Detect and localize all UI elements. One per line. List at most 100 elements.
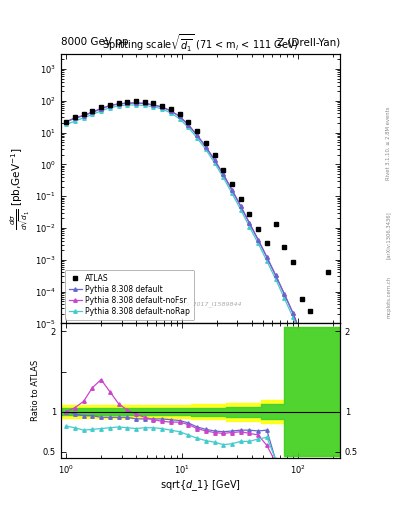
- Pythia 8.308 default-noRap: [195, 135, 199, 141]
- Pythia 8.308 default: [317, 377, 321, 383]
- Pythia 8.308 default-noRap: [212, 160, 217, 166]
- ATLAS: [273, 221, 278, 227]
- Line: ATLAS: ATLAS: [64, 99, 330, 340]
- ATLAS: [282, 244, 286, 250]
- Text: Z (Drell-Yan): Z (Drell-Yan): [277, 37, 340, 47]
- Line: Pythia 8.308 default: Pythia 8.308 default: [64, 101, 338, 436]
- Pythia 8.308 default: [64, 119, 68, 125]
- Pythia 8.308 default: [291, 310, 296, 316]
- Pythia 8.308 default-noRap: [325, 410, 330, 416]
- ATLAS: [99, 104, 103, 111]
- Pythia 8.308 default: [160, 104, 165, 110]
- Pythia 8.308 default: [212, 157, 217, 163]
- Pythia 8.308 default-noFsr: [256, 237, 261, 243]
- Pythia 8.308 default: [238, 203, 243, 209]
- Pythia 8.308 default-noRap: [247, 224, 252, 230]
- Pythia 8.308 default-noRap: [282, 295, 286, 301]
- Pythia 8.308 default-noFsr: [204, 143, 208, 150]
- Pythia 8.308 default: [186, 122, 191, 128]
- Pythia 8.308 default-noRap: [204, 146, 208, 153]
- ATLAS: [73, 114, 77, 120]
- Pythia 8.308 default: [81, 113, 86, 119]
- Pythia 8.308 default: [169, 108, 173, 114]
- Pythia 8.308 default: [273, 272, 278, 278]
- Title: Splitting scale$\sqrt{\overline{d_1}}$ (71 < m$_l$ < 111 GeV): Splitting scale$\sqrt{\overline{d_1}}$ (…: [102, 33, 299, 54]
- Pythia 8.308 default-noFsr: [264, 254, 269, 260]
- Pythia 8.308 default-noRap: [125, 102, 130, 108]
- Pythia 8.308 default-noRap: [169, 110, 173, 116]
- Pythia 8.308 default-noFsr: [169, 108, 173, 114]
- Y-axis label: Ratio to ATLAS: Ratio to ATLAS: [31, 360, 40, 421]
- ATLAS: [264, 240, 269, 246]
- Pythia 8.308 default: [125, 100, 130, 106]
- Pythia 8.308 default-noFsr: [238, 203, 243, 209]
- Pythia 8.308 default-noFsr: [160, 104, 165, 110]
- Pythia 8.308 default-noFsr: [212, 157, 217, 163]
- ATLAS: [64, 119, 68, 125]
- Pythia 8.308 default-noFsr: [308, 354, 313, 360]
- Pythia 8.308 default-noRap: [177, 116, 182, 122]
- Pythia 8.308 default-noRap: [107, 105, 112, 111]
- Pythia 8.308 default-noFsr: [116, 101, 121, 107]
- ATLAS: [107, 101, 112, 108]
- ATLAS: [325, 269, 330, 275]
- Pythia 8.308 default: [221, 171, 226, 177]
- ATLAS: [134, 98, 138, 104]
- Pythia 8.308 default-noFsr: [125, 100, 130, 106]
- Pythia 8.308 default-noFsr: [299, 332, 304, 338]
- Pythia 8.308 default: [334, 432, 339, 438]
- Pythia 8.308 default-noRap: [99, 108, 103, 114]
- Pythia 8.308 default-noRap: [291, 314, 296, 321]
- ATLAS: [308, 308, 313, 314]
- ATLAS: [195, 128, 199, 134]
- Pythia 8.308 default-noFsr: [247, 220, 252, 226]
- ATLAS: [221, 166, 226, 173]
- Pythia 8.308 default: [264, 254, 269, 260]
- Pythia 8.308 default: [299, 332, 304, 338]
- Pythia 8.308 default: [247, 220, 252, 226]
- Pythia 8.308 default-noRap: [116, 103, 121, 109]
- Text: Rivet 3.1.10, ≥ 2.8M events: Rivet 3.1.10, ≥ 2.8M events: [386, 106, 391, 180]
- Pythia 8.308 default-noRap: [317, 382, 321, 388]
- Pythia 8.308 default-noFsr: [151, 102, 156, 108]
- ATLAS: [204, 140, 208, 146]
- ATLAS: [317, 335, 321, 341]
- Pythia 8.308 default-noRap: [308, 359, 313, 365]
- Pythia 8.308 default-noFsr: [317, 377, 321, 383]
- Pythia 8.308 default-noRap: [299, 336, 304, 343]
- Pythia 8.308 default: [325, 406, 330, 412]
- Pythia 8.308 default: [134, 100, 138, 106]
- Pythia 8.308 default-noRap: [186, 124, 191, 131]
- Pythia 8.308 default-noFsr: [291, 310, 296, 316]
- Line: Pythia 8.308 default-noRap: Pythia 8.308 default-noRap: [64, 103, 338, 439]
- Pythia 8.308 default-noFsr: [107, 102, 112, 109]
- Pythia 8.308 default-noRap: [221, 174, 226, 180]
- Pythia 8.308 default-noFsr: [134, 100, 138, 106]
- ATLAS: [238, 196, 243, 202]
- ATLAS: [247, 211, 252, 217]
- Line: Pythia 8.308 default-noFsr: Pythia 8.308 default-noFsr: [64, 101, 338, 436]
- Pythia 8.308 default-noFsr: [273, 272, 278, 278]
- Text: ATLAS_2017_I1589844: ATLAS_2017_I1589844: [170, 302, 242, 307]
- ATLAS: [230, 181, 234, 187]
- Y-axis label: $\frac{d\sigma}{d\sqrt{d_1}}$ [pb,GeV$^{-1}$]: $\frac{d\sigma}{d\sqrt{d_1}}$ [pb,GeV$^{…: [9, 147, 32, 230]
- ATLAS: [151, 100, 156, 106]
- Text: mcplots.cern.ch: mcplots.cern.ch: [386, 276, 391, 318]
- Pythia 8.308 default-noRap: [81, 115, 86, 121]
- Pythia 8.308 default: [142, 100, 147, 106]
- ATLAS: [125, 99, 130, 105]
- Pythia 8.308 default: [73, 115, 77, 121]
- Pythia 8.308 default: [116, 101, 121, 107]
- Pythia 8.308 default-noRap: [230, 190, 234, 197]
- Pythia 8.308 default: [107, 102, 112, 109]
- ATLAS: [142, 99, 147, 105]
- ATLAS: [116, 100, 121, 106]
- Pythia 8.308 default-noRap: [73, 118, 77, 124]
- Pythia 8.308 default: [151, 102, 156, 108]
- Pythia 8.308 default-noFsr: [230, 187, 234, 193]
- Pythia 8.308 default-noFsr: [282, 291, 286, 297]
- ATLAS: [90, 108, 95, 114]
- ATLAS: [299, 295, 304, 302]
- Pythia 8.308 default-noFsr: [177, 114, 182, 120]
- ATLAS: [169, 106, 173, 112]
